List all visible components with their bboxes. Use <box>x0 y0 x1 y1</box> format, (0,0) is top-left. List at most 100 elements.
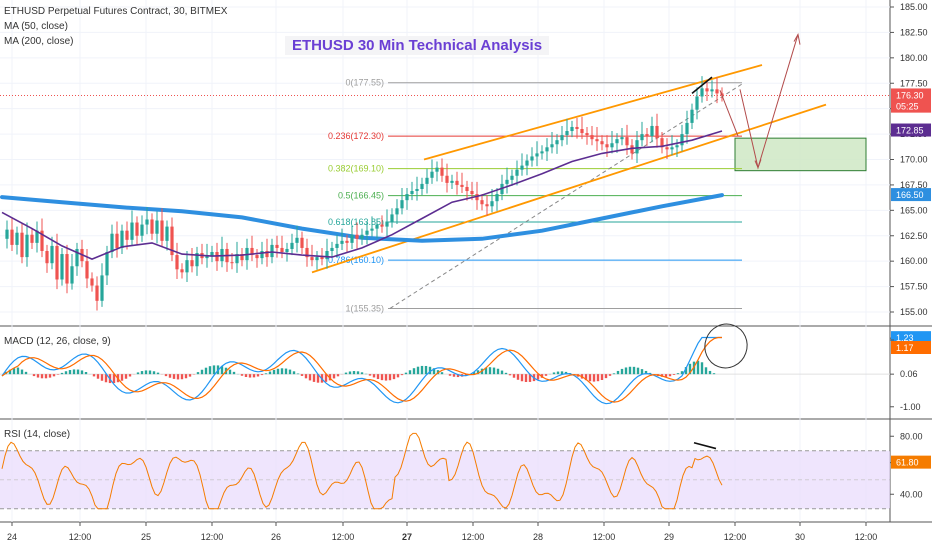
candle-body <box>375 224 379 229</box>
candle-body <box>20 232 24 258</box>
candle-body <box>145 219 149 225</box>
candle-body <box>15 232 19 245</box>
x-tick-label: 12:00 <box>724 532 747 542</box>
candle-body <box>260 251 264 259</box>
y-tick-label: 157.50 <box>900 282 928 292</box>
candle-body <box>285 248 289 253</box>
candle-body <box>75 248 79 267</box>
fib-level-label: 0.786(160.10) <box>328 255 384 265</box>
candle-body <box>655 125 659 139</box>
x-tick-label: 12:00 <box>462 532 485 542</box>
rsi-legend: RSI (14, close) <box>4 429 71 440</box>
candle-body <box>265 251 269 258</box>
candle-body <box>530 156 534 161</box>
candle-body <box>90 278 94 286</box>
candle-body <box>335 243 339 248</box>
candle-body <box>295 237 299 243</box>
x-tick-label: 12:00 <box>201 532 224 542</box>
candle-body <box>40 230 44 251</box>
candle-body <box>390 214 394 222</box>
price-label-box <box>891 88 931 102</box>
candle-body <box>320 257 324 260</box>
price-label-box <box>891 123 931 137</box>
candle-body <box>665 147 669 150</box>
macd-line <box>1 336 722 405</box>
candle-body <box>675 145 679 148</box>
candle-body <box>270 244 274 258</box>
candle-body <box>70 266 74 284</box>
fib-level-label: 0.382(169.10) <box>328 164 384 174</box>
arrow-head <box>754 159 762 169</box>
candle-body <box>235 254 239 264</box>
candle-body <box>550 144 554 148</box>
candle-body <box>455 180 459 185</box>
candle-body <box>580 129 584 134</box>
y-tick-label: 180.00 <box>900 53 928 63</box>
candle-body <box>230 262 234 264</box>
candle-body <box>210 252 214 257</box>
x-tick-label: 26 <box>271 532 281 542</box>
candle-body <box>175 255 179 270</box>
candle-body <box>695 96 699 110</box>
arrow-head <box>793 33 801 45</box>
candle-body <box>715 89 719 94</box>
candle-body <box>450 180 454 183</box>
candle-body <box>575 126 579 129</box>
candle-body <box>495 194 499 202</box>
candle-body <box>345 240 349 243</box>
y-tick-label: 167.50 <box>900 180 928 190</box>
y-tick-label: 165.00 <box>900 205 928 215</box>
candle-body <box>420 183 424 189</box>
candle-body <box>405 194 409 201</box>
candle-body <box>305 247 309 258</box>
candle-body <box>160 220 164 241</box>
candle-body <box>475 194 479 201</box>
price-label: 166.50 <box>896 190 924 200</box>
channel-lower-line <box>311 103 827 274</box>
price-label: 172.85 <box>896 126 924 136</box>
candle-body <box>520 165 524 170</box>
y-tick-label: 1.17 <box>896 343 914 353</box>
highlight-circle <box>704 323 748 369</box>
candle-body <box>170 226 174 256</box>
candle-body <box>355 234 359 239</box>
candle-body <box>110 233 114 253</box>
fib-level-label: 0.618(163.85) <box>328 217 384 227</box>
macd-legend: MACD (12, 26, close, 9) <box>4 336 111 347</box>
candle-body <box>650 125 654 137</box>
y-tick-label: 177.50 <box>900 78 928 88</box>
y-tick-label: 182.50 <box>900 27 928 37</box>
candle-body <box>670 147 674 150</box>
candle-body <box>505 179 509 184</box>
y-tick-label: 40.00 <box>900 489 923 499</box>
candle-body <box>330 247 334 251</box>
candle-body <box>340 240 344 244</box>
candle-body <box>705 88 709 92</box>
candle-body <box>140 224 144 236</box>
candle-body <box>380 224 384 227</box>
candle-body <box>435 167 439 172</box>
candle-body <box>555 140 559 145</box>
y-tick-label: 160.00 <box>900 256 928 266</box>
projection-arrow <box>719 90 739 137</box>
y-tick-label: 162.50 <box>900 231 928 241</box>
candle-body <box>425 177 429 184</box>
candle-body <box>250 247 254 256</box>
candle-body <box>570 126 574 132</box>
candle-body <box>350 234 354 243</box>
fib-level-label: 1(155.35) <box>345 303 384 313</box>
candle-body <box>635 140 639 154</box>
y-tick-label: 0.06 <box>900 369 918 379</box>
candle-body <box>300 237 304 248</box>
candle-body <box>105 252 109 276</box>
y-tick-label: 170.00 <box>900 155 928 165</box>
candle-body <box>135 222 139 236</box>
candle-body <box>205 256 209 259</box>
candle-body <box>130 222 134 240</box>
candle-body <box>510 175 514 180</box>
candle-body <box>50 245 54 264</box>
candle-body <box>430 171 434 178</box>
candle-body <box>190 260 194 267</box>
candle-body <box>600 141 604 145</box>
candle-body <box>85 261 89 279</box>
